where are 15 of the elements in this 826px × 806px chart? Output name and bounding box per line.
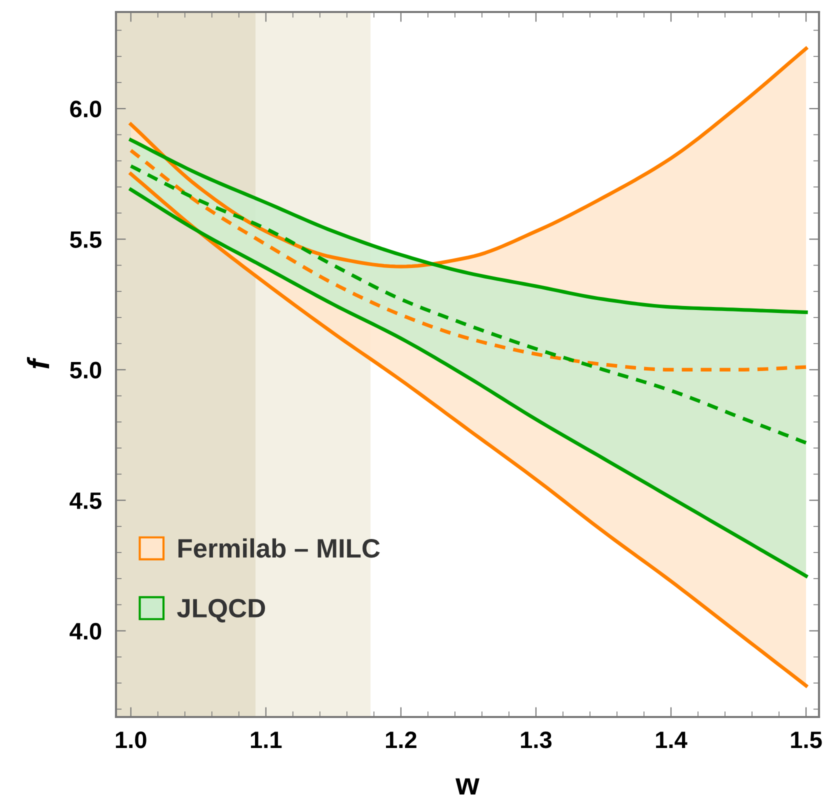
y-tick-label: 6.0: [70, 100, 102, 118]
y-axis-title: f: [26, 356, 50, 368]
y-tick-label: 4.0: [70, 622, 102, 640]
y-tick-label: 5.5: [70, 231, 102, 248]
x-tick-label: 1.5: [791, 732, 822, 748]
x-axis-title: w: [456, 778, 480, 794]
x-tick-label: 1.4: [656, 732, 688, 748]
x-tick-label: 1.0: [116, 732, 146, 748]
x-tick-label: 1.1: [250, 732, 282, 748]
legend-label: JLQCD: [177, 598, 266, 622]
x-tick-label: 1.3: [521, 732, 552, 748]
y-tick-label: 5.0: [70, 362, 102, 379]
x-tick-label: 1.2: [386, 732, 416, 748]
y-tick-label: 4.5: [70, 492, 102, 510]
legend-label: Fermilab – MILC: [178, 538, 380, 558]
